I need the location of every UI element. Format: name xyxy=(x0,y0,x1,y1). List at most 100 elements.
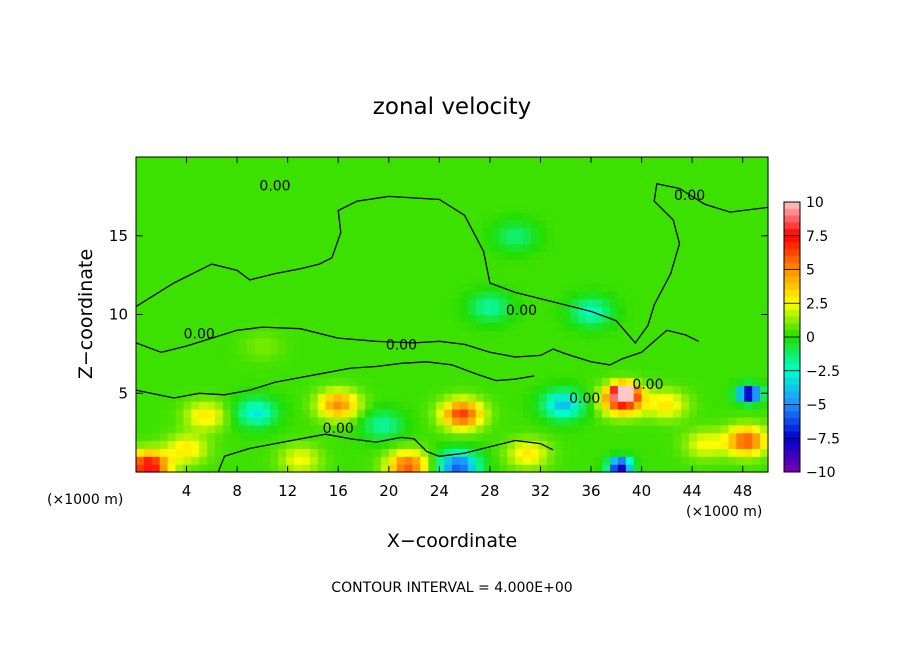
heatmap-cell xyxy=(459,424,469,434)
heatmap-cell xyxy=(523,275,532,284)
heatmap-cell xyxy=(183,220,192,229)
heatmap-cell xyxy=(238,164,248,174)
heatmap-cell xyxy=(436,298,445,308)
heatmap-cell xyxy=(412,220,421,229)
heatmap-cell xyxy=(452,298,461,308)
heatmap-cell xyxy=(388,283,398,292)
heatmap-cell xyxy=(262,369,271,379)
heatmap-cell xyxy=(317,440,327,449)
heatmap-cell xyxy=(428,283,437,292)
heatmap-cell xyxy=(728,393,737,402)
heatmap-cell xyxy=(404,314,414,323)
heatmap-cell xyxy=(712,196,722,205)
heatmap-cell xyxy=(499,275,508,284)
heatmap-cell xyxy=(349,164,358,174)
heatmap-cell xyxy=(388,385,398,394)
heatmap-cell xyxy=(294,164,303,174)
heatmap-cell xyxy=(317,227,327,237)
heatmap-cell xyxy=(744,204,753,213)
heatmap-cell xyxy=(238,259,248,268)
heatmap-cell xyxy=(238,227,248,237)
heatmap-cell xyxy=(602,377,611,386)
heatmap-cell xyxy=(720,416,730,426)
heatmap-cell xyxy=(531,361,540,371)
heatmap-cell xyxy=(712,180,722,190)
heatmap-cell xyxy=(222,157,232,166)
heatmap-cell xyxy=(215,204,224,213)
heatmap-cell xyxy=(325,235,335,245)
heatmap-cell xyxy=(388,196,398,205)
heatmap-cell xyxy=(341,330,350,339)
heatmap-cell xyxy=(262,180,271,190)
heatmap-cell xyxy=(396,456,406,465)
heatmap-cell xyxy=(491,172,500,182)
heatmap-cell xyxy=(309,322,319,331)
heatmap-cell xyxy=(294,464,303,473)
heatmap-cell xyxy=(570,275,579,284)
heatmap-cell xyxy=(286,440,295,449)
heatmap-cell xyxy=(388,361,398,371)
heatmap-cell xyxy=(388,164,398,174)
heatmap-cell xyxy=(230,353,240,363)
heatmap-cell xyxy=(341,251,350,260)
heatmap-cell xyxy=(309,298,319,308)
heatmap-cell xyxy=(704,322,714,331)
heatmap-cell xyxy=(238,464,248,473)
heatmap-cell xyxy=(412,227,421,237)
heatmap-cell xyxy=(507,424,516,434)
heatmap-cell xyxy=(444,275,453,284)
heatmap-cell xyxy=(215,188,224,197)
heatmap-cell xyxy=(420,440,429,449)
heatmap-cell xyxy=(341,401,350,410)
heatmap-cell xyxy=(681,456,690,465)
heatmap-cell xyxy=(341,322,350,331)
heatmap-cell xyxy=(617,259,627,268)
heatmap-cell xyxy=(207,243,216,253)
heatmap-cell xyxy=(562,188,572,197)
heatmap-cell xyxy=(396,220,406,229)
heatmap-cell xyxy=(459,330,469,339)
heatmap-cell xyxy=(736,157,745,166)
heatmap-cell xyxy=(673,424,682,434)
heatmap-cell xyxy=(475,346,485,355)
heatmap-cell xyxy=(712,259,722,268)
heatmap-cell xyxy=(246,196,256,205)
x-tick-label: 36 xyxy=(581,482,600,500)
heatmap-cell xyxy=(191,314,200,323)
heatmap-cell xyxy=(546,440,556,449)
heatmap-cell xyxy=(428,220,437,229)
heatmap-cell xyxy=(641,204,651,213)
heatmap-cell xyxy=(215,369,224,379)
heatmap-cell xyxy=(396,424,406,434)
heatmap-cell xyxy=(238,456,248,465)
colorbar-tick-label: 0 xyxy=(806,330,815,346)
heatmap-cell xyxy=(467,401,477,410)
heatmap-cell xyxy=(278,401,287,410)
heatmap-cell xyxy=(744,448,753,457)
heatmap-cell xyxy=(689,314,698,323)
heatmap-cell xyxy=(570,251,579,260)
heatmap-cell xyxy=(625,235,635,245)
heatmap-cell xyxy=(744,338,753,347)
heatmap-cell xyxy=(665,220,674,229)
heatmap-cell xyxy=(270,314,279,323)
heatmap-cell xyxy=(459,298,469,308)
heatmap-cell xyxy=(546,424,556,434)
heatmap-cell xyxy=(222,243,232,253)
heatmap-cell xyxy=(499,227,508,237)
heatmap-cell xyxy=(246,346,256,355)
heatmap-cell xyxy=(222,346,232,355)
heatmap-cell xyxy=(333,314,342,323)
heatmap-cell xyxy=(325,290,335,300)
heatmap-cell xyxy=(404,330,414,339)
heatmap-cell xyxy=(270,424,279,434)
heatmap-cell xyxy=(143,314,153,323)
heatmap-cell xyxy=(720,424,730,434)
heatmap-cell xyxy=(507,346,516,355)
heatmap-cell xyxy=(215,298,224,308)
heatmap-cell xyxy=(175,290,184,300)
heatmap-cell xyxy=(736,196,745,205)
heatmap-cell xyxy=(325,424,335,434)
heatmap-cell xyxy=(207,235,216,245)
heatmap-cell xyxy=(681,448,690,457)
